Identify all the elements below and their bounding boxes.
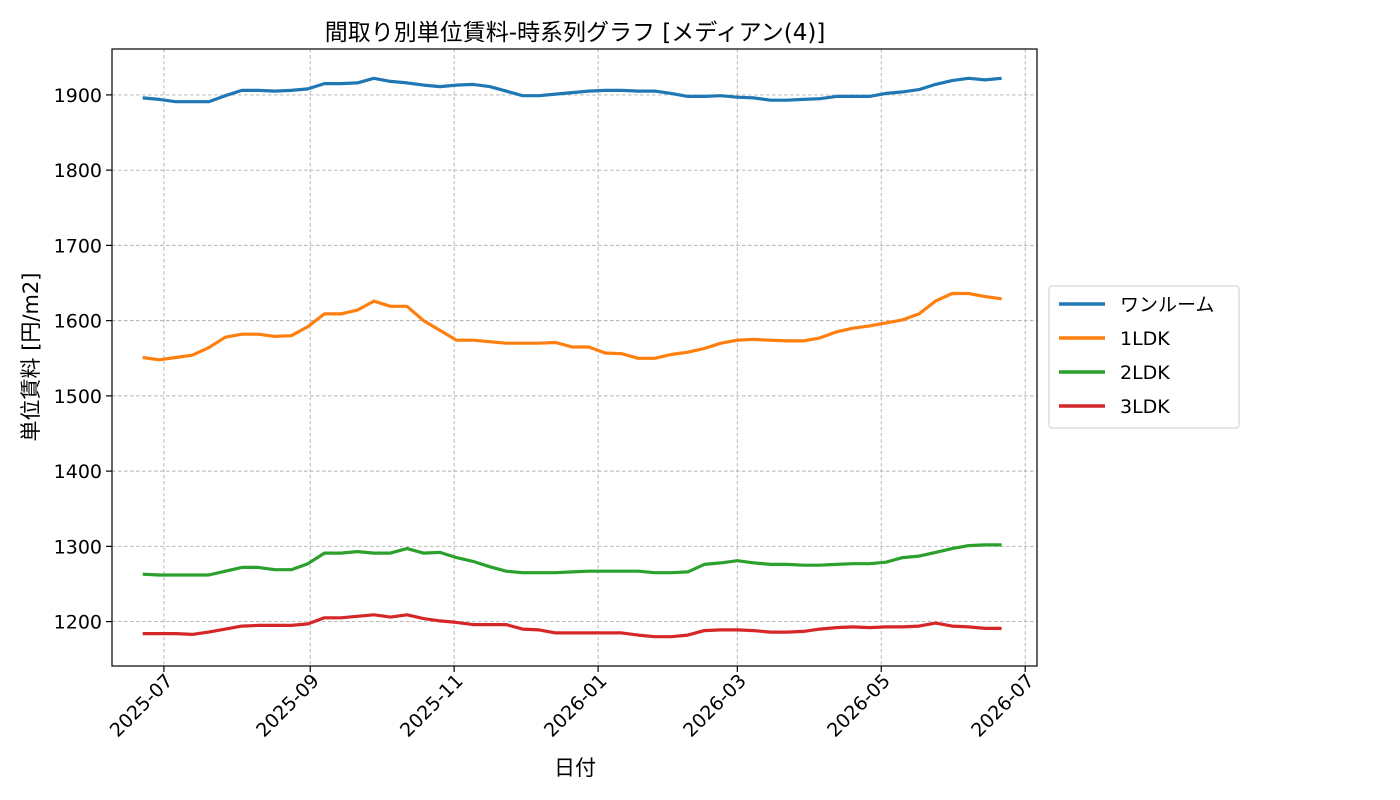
x-tick-label: 2026-03 (679, 670, 751, 742)
series-line-0 (142, 76, 1002, 104)
y-tick-label: 1400 (54, 461, 102, 483)
y-tick-label: 1900 (54, 85, 102, 107)
legend-label-2: 2LDK (1120, 362, 1170, 384)
y-tick-label: 1200 (54, 612, 102, 634)
chart-title: 間取り別単位賃料-時系列グラフ [メディアン(4)] (325, 20, 826, 46)
legend-box (1048, 285, 1240, 429)
series-line-3 (142, 613, 1002, 639)
plot-frame (111, 48, 1038, 667)
legend: ワンルーム 1LDK 2LDK 3LDK (1048, 285, 1240, 429)
y-tick-label: 1600 (54, 311, 102, 333)
y-tick-label: 1500 (54, 386, 102, 408)
y-tick-label: 1800 (54, 160, 102, 182)
series-line-2 (142, 543, 1002, 577)
legend-label-0: ワンルーム (1120, 294, 1214, 316)
x-axis-label: 日付 (554, 756, 596, 780)
x-tick-label: 2026-07 (967, 670, 1039, 742)
y-axis-label: 単位賃料 [円/m2] (19, 273, 43, 442)
y-tick-label: 1300 (54, 536, 102, 558)
y-tick-label: 1700 (54, 235, 102, 257)
grid (112, 49, 1037, 666)
legend-label-3: 3LDK (1120, 396, 1170, 418)
x-tick-label: 2025-11 (396, 670, 468, 742)
legend-label-1: 1LDK (1120, 328, 1170, 350)
x-tick-label: 2025-07 (106, 670, 178, 742)
x-tick-label: 2026-05 (823, 670, 895, 742)
x-tick-label: 2026-01 (540, 670, 612, 742)
series-line-1 (142, 291, 1002, 362)
axis-ticks: 1200 1300 1400 1500 1600 1700 1800 1900 2025-07 2… (54, 85, 1039, 742)
x-tick-label: 2025-09 (252, 670, 324, 742)
series-lines (142, 76, 1002, 639)
